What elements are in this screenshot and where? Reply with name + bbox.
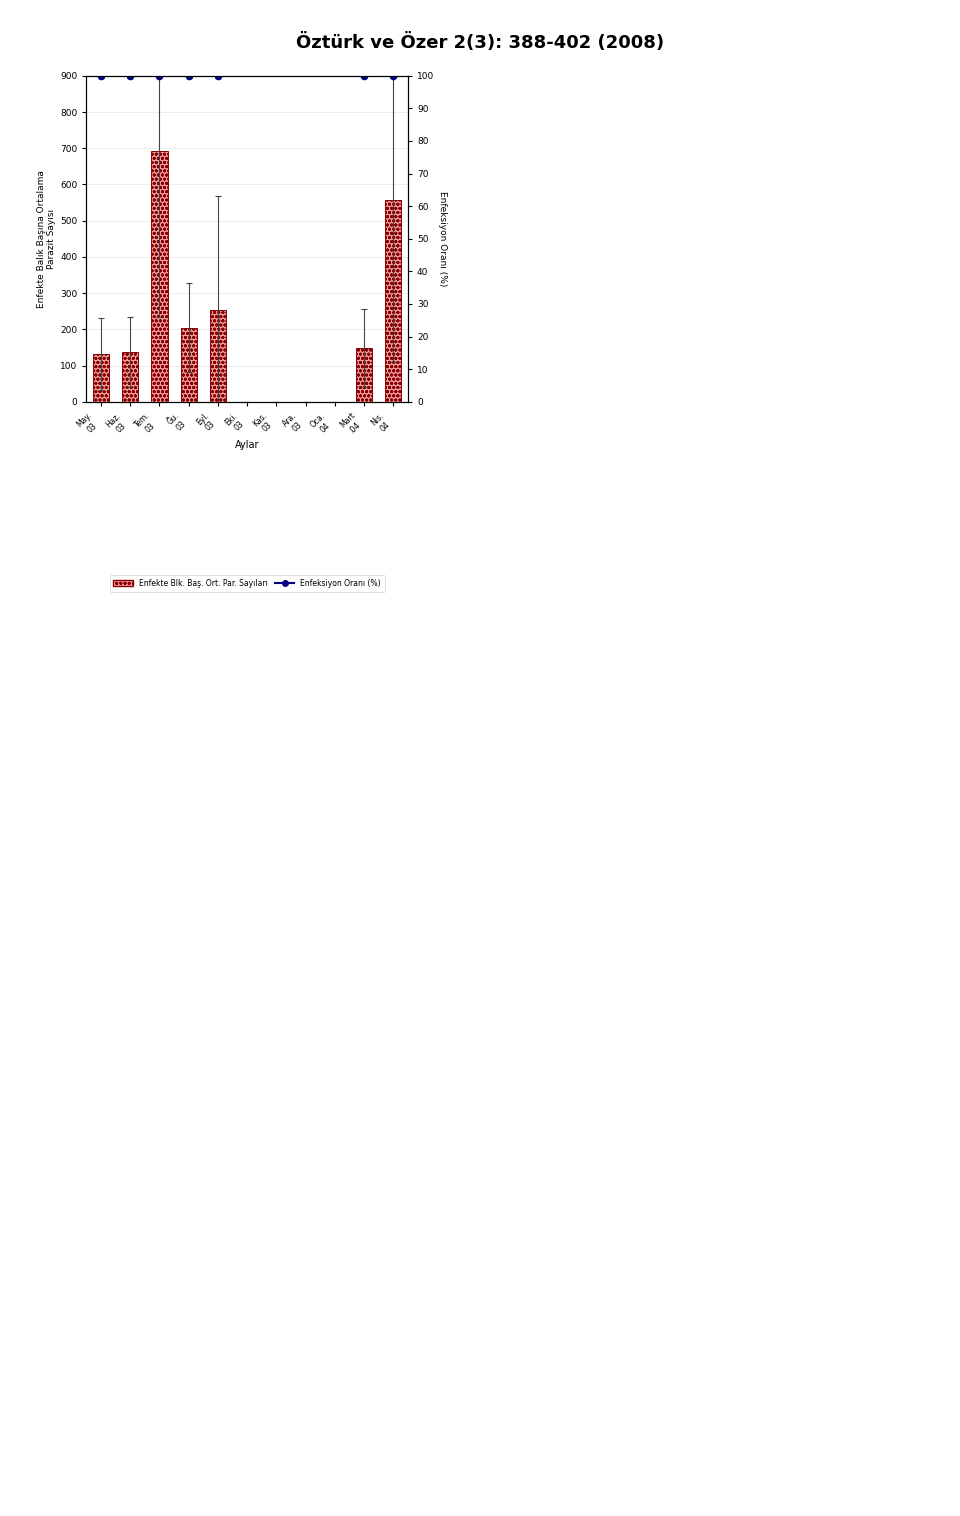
Y-axis label: Enfekte Balık Başına Ortalama
Parazit Sayısı: Enfekte Balık Başına Ortalama Parazit Sa… [36, 170, 56, 308]
Y-axis label: Enfeksiyon Oranı (%): Enfeksiyon Oranı (%) [439, 191, 447, 287]
Bar [122, 352, 138, 402]
X-axis label: Aylar: Aylar [235, 440, 259, 450]
Legend: Enfekte Blk. Baş. Ort. Par. Sayıları, Enfeksiyon Oranı (%): Enfekte Blk. Baş. Ort. Par. Sayıları, En… [109, 575, 385, 591]
Bar [152, 152, 168, 402]
Bar [93, 353, 109, 402]
Text: Öztürk ve Özer 2(3): 388-402 (2008): Öztürk ve Özer 2(3): 388-402 (2008) [296, 33, 664, 53]
Bar [356, 349, 372, 402]
Bar [180, 327, 197, 402]
Bar [210, 309, 226, 402]
Bar [385, 200, 401, 402]
